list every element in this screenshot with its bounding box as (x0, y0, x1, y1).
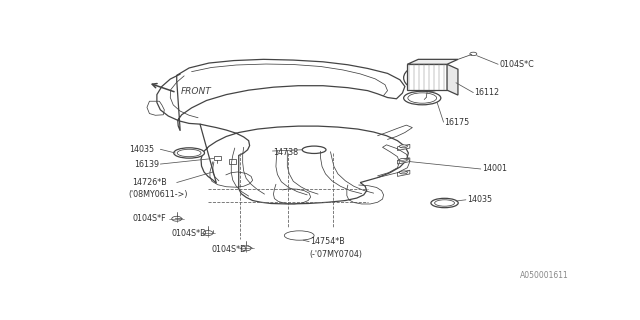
Text: FRONT: FRONT (180, 87, 211, 96)
Polygon shape (397, 144, 410, 150)
Circle shape (203, 231, 213, 236)
Circle shape (241, 246, 251, 251)
Ellipse shape (431, 198, 458, 208)
Text: 14035: 14035 (129, 145, 155, 154)
Polygon shape (397, 158, 410, 164)
Text: 14001: 14001 (482, 164, 507, 173)
Polygon shape (214, 156, 221, 160)
Polygon shape (408, 59, 458, 64)
Ellipse shape (404, 91, 441, 105)
Text: 16139: 16139 (134, 160, 160, 169)
Text: 16112: 16112 (474, 88, 499, 97)
Polygon shape (397, 170, 410, 176)
Text: 14035: 14035 (467, 195, 492, 204)
Ellipse shape (399, 171, 408, 174)
Polygon shape (177, 59, 405, 131)
Ellipse shape (173, 148, 205, 158)
Text: 14738: 14738 (273, 148, 299, 157)
Text: 16175: 16175 (445, 118, 470, 127)
Text: 14726*B: 14726*B (132, 178, 167, 187)
Text: 0104S*D: 0104S*D (211, 244, 246, 253)
Ellipse shape (302, 146, 326, 154)
Polygon shape (447, 64, 458, 95)
Text: (-'07MY0704): (-'07MY0704) (309, 250, 362, 259)
Text: 0104S*C: 0104S*C (499, 60, 534, 69)
Ellipse shape (284, 231, 314, 240)
Polygon shape (147, 101, 164, 115)
Text: A050001611: A050001611 (520, 271, 568, 280)
Circle shape (470, 52, 477, 56)
Polygon shape (408, 64, 447, 90)
Polygon shape (200, 124, 408, 204)
Text: ('08MY0611->): ('08MY0611->) (128, 190, 188, 199)
Circle shape (172, 216, 182, 221)
Text: 0104S*D: 0104S*D (172, 228, 207, 237)
Ellipse shape (404, 64, 451, 92)
Text: 14754*B: 14754*B (310, 237, 346, 246)
Polygon shape (229, 159, 236, 164)
Ellipse shape (399, 145, 408, 148)
Text: 0104S*F: 0104S*F (132, 214, 166, 223)
Ellipse shape (399, 158, 408, 161)
